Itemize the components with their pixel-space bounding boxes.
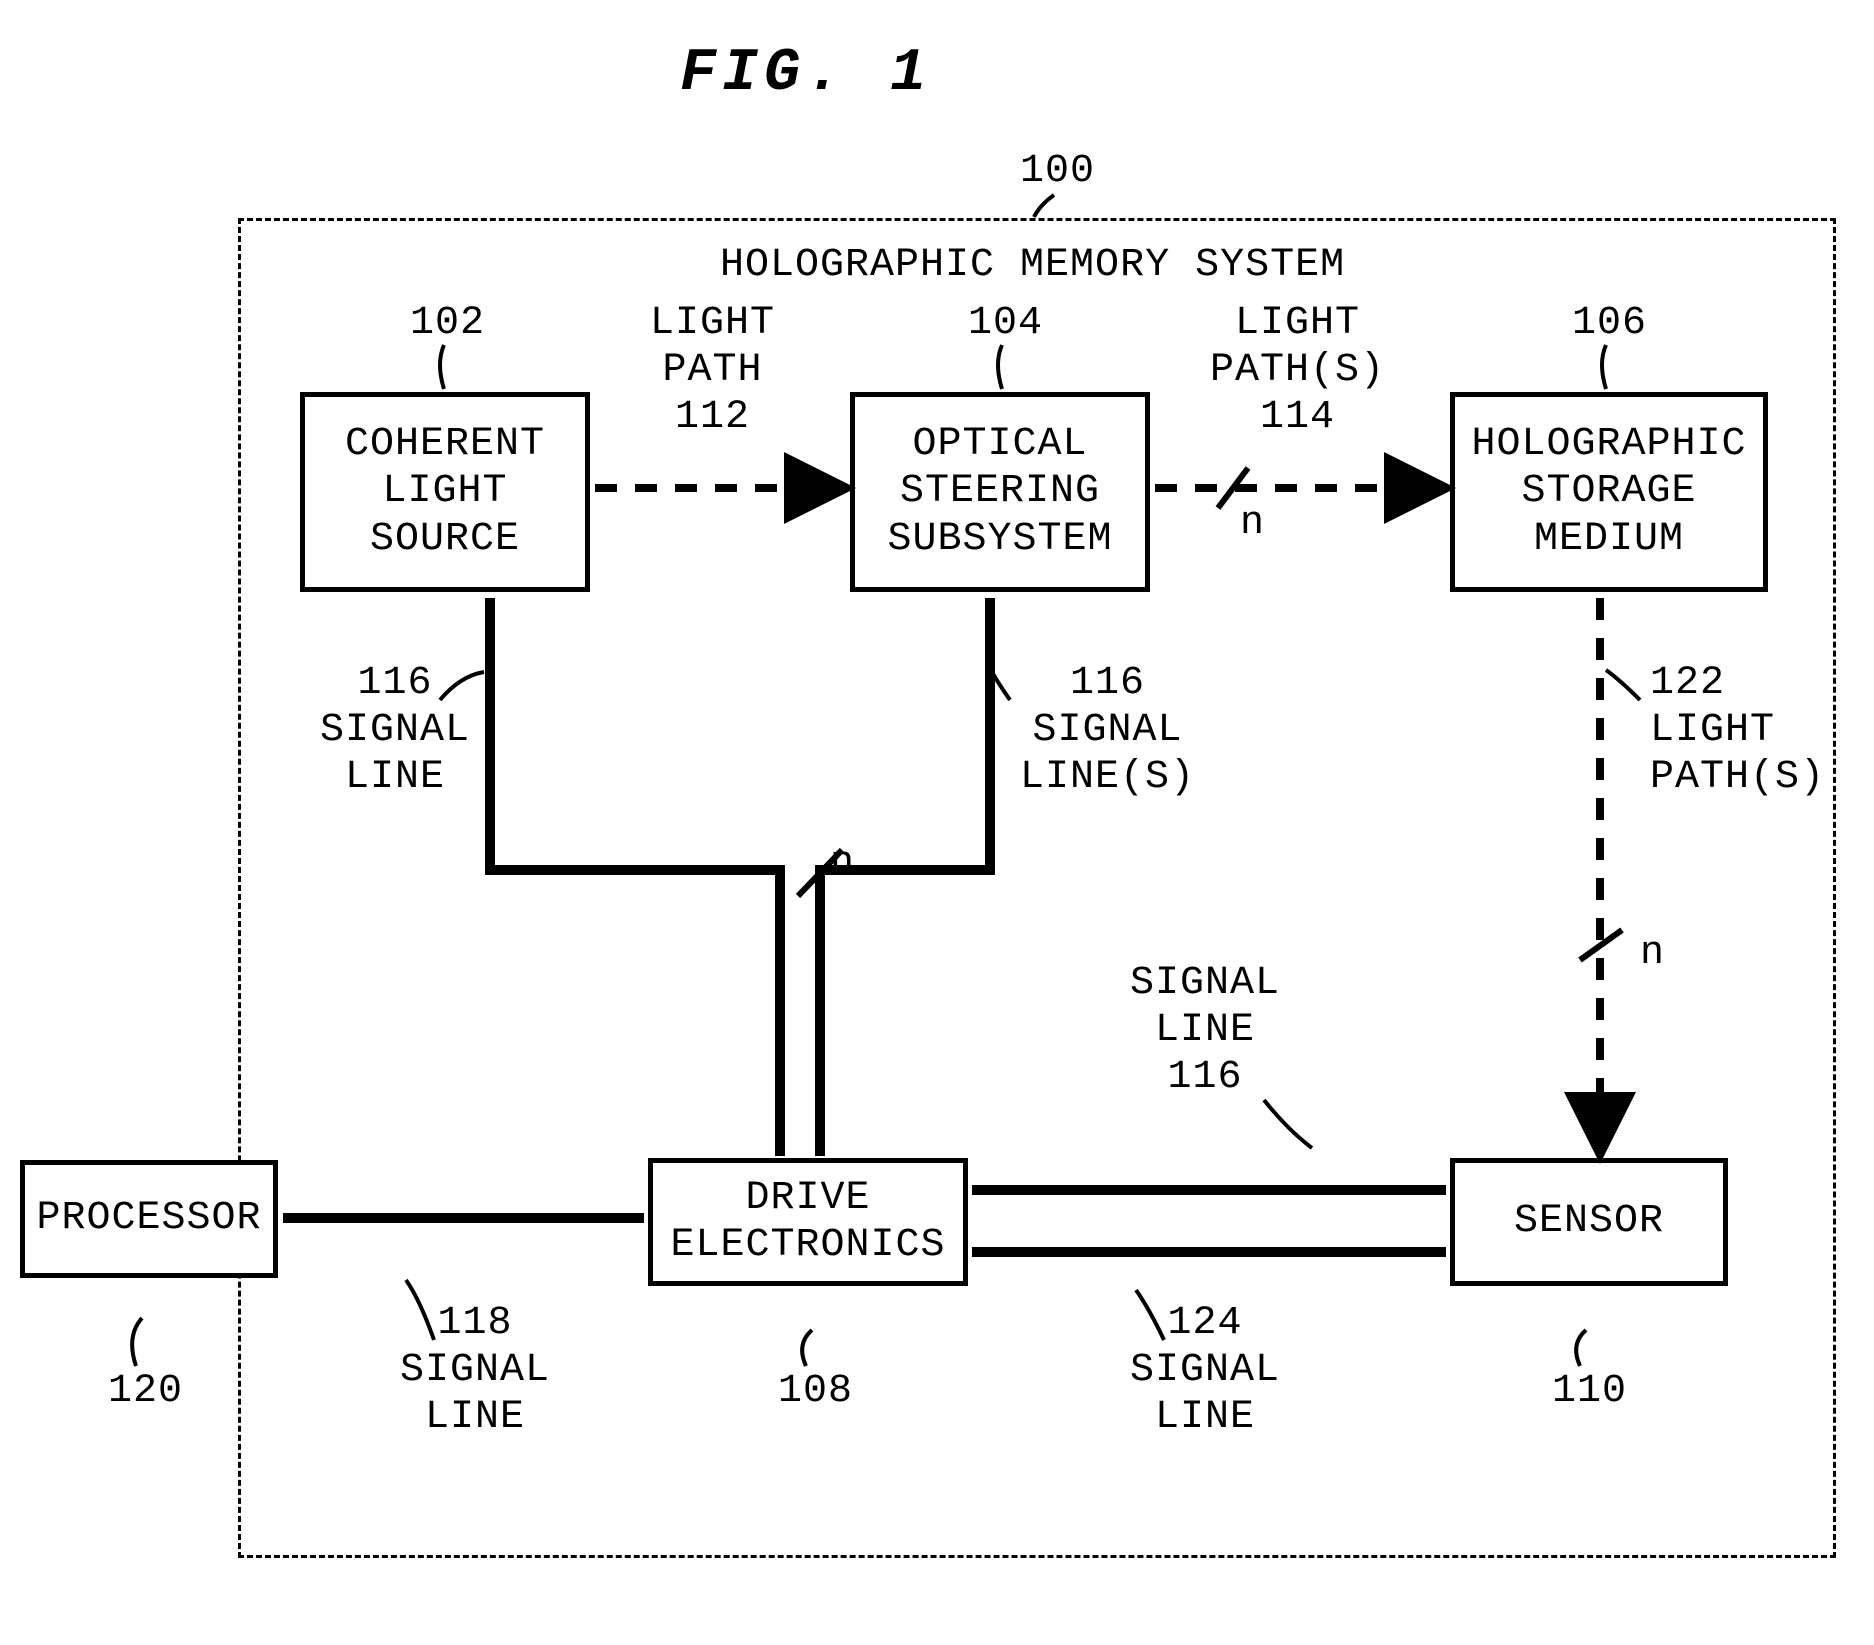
block-processor: PROCESSOR — [20, 1160, 278, 1278]
label-signal-116a: 116 SIGNAL LINE — [320, 660, 470, 802]
label-signal-124: 124 SIGNAL LINE — [1130, 1300, 1280, 1442]
diagram-canvas: FIG. 1 100 HOLOGRAPHIC MEMORY SYSTEM PRO… — [0, 0, 1874, 1645]
n-114: n — [1240, 500, 1265, 547]
block-drive-text: DRIVE ELECTRONICS — [653, 1175, 963, 1269]
block-drive: DRIVE ELECTRONICS — [648, 1158, 968, 1286]
ref-106: 106 — [1572, 300, 1647, 347]
system-label: HOLOGRAPHIC MEMORY SYSTEM — [720, 242, 1345, 289]
ref-104: 104 — [968, 300, 1043, 347]
block-sensor: SENSOR — [1450, 1158, 1728, 1286]
block-steering-text: OPTICAL STEERING SUBSYSTEM — [855, 421, 1145, 563]
label-signal-116b: 116 SIGNAL LINE(S) — [1020, 660, 1195, 802]
block-medium-text: HOLOGRAPHIC STORAGE MEDIUM — [1455, 421, 1763, 563]
block-medium: HOLOGRAPHIC STORAGE MEDIUM — [1450, 392, 1768, 592]
ref-120: 120 — [108, 1368, 183, 1415]
n-116b: n — [830, 840, 855, 887]
block-sensor-text: SENSOR — [1514, 1198, 1664, 1245]
ref-108: 108 — [778, 1368, 853, 1415]
n-122: n — [1640, 930, 1665, 977]
block-light-source: COHERENT LIGHT SOURCE — [300, 392, 590, 592]
label-signal-116c: SIGNAL LINE 116 — [1130, 960, 1280, 1102]
block-processor-text: PROCESSOR — [36, 1195, 261, 1242]
label-light-path-122: 122 LIGHT PATH(S) — [1650, 660, 1825, 802]
system-ref: 100 — [1020, 148, 1095, 195]
ref-102: 102 — [410, 300, 485, 347]
ref-110: 110 — [1552, 1368, 1627, 1415]
block-light-source-text: COHERENT LIGHT SOURCE — [305, 421, 585, 563]
label-light-path-112: LIGHT PATH 112 — [650, 300, 775, 442]
label-light-path-114: LIGHT PATH(S) 114 — [1210, 300, 1385, 442]
block-steering: OPTICAL STEERING SUBSYSTEM — [850, 392, 1150, 592]
label-signal-118: 118 SIGNAL LINE — [400, 1300, 550, 1442]
figure-title: FIG. 1 — [680, 40, 932, 108]
